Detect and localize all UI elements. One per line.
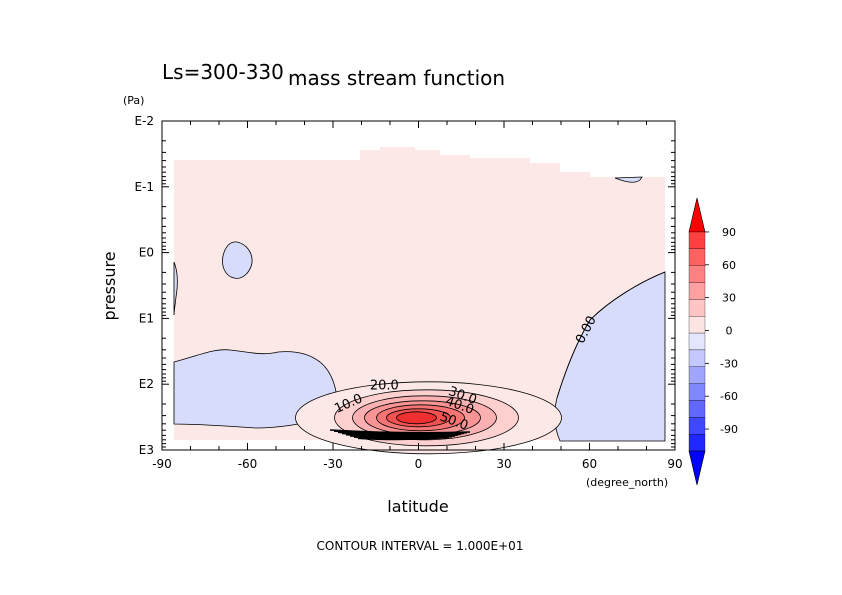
- colorbar-segment: [688, 265, 706, 283]
- x-axis: -90 -60 -30 0 30 60 90: [152, 121, 683, 471]
- x-tick-label: 90: [667, 457, 682, 471]
- y-tick-label: E-1: [134, 180, 154, 194]
- colorbar-tick-label: 0: [726, 325, 733, 338]
- colorbar-segment: [688, 299, 706, 317]
- surface-contour-line: [337, 431, 465, 436]
- surface-contour-line: [329, 429, 471, 434]
- chart-title: mass stream function: [288, 66, 505, 90]
- x-axis-label: latitude: [387, 497, 448, 516]
- zero-contour-line: [556, 271, 666, 399]
- colorbar-tick-label: 30: [722, 292, 736, 305]
- colorbar-segment: [688, 316, 706, 334]
- plot-contours: [295, 271, 666, 455]
- x-tick-label: -90: [152, 457, 172, 471]
- surface-contour-line: [341, 432, 462, 437]
- chart-subtitle: Ls=300-330: [162, 60, 284, 84]
- colorbar-tick-label: -30: [720, 357, 738, 370]
- x-tick-label: 30: [496, 457, 511, 471]
- y-axis: E-2 E-1 E0 E1 E2 E3: [134, 114, 675, 457]
- x-unit-label: (degree_north): [586, 476, 668, 489]
- y-tick-label: E-2: [134, 114, 154, 128]
- colorbar-segment: [688, 417, 706, 435]
- negative-cell-fill: [222, 241, 253, 279]
- colorbar-tick-label: -60: [720, 390, 738, 403]
- colorbar-tick-label: 60: [722, 259, 736, 272]
- y-axis-label: pressure: [100, 251, 119, 320]
- contour-ring: [396, 411, 437, 425]
- negative-region-fill: [173, 349, 338, 429]
- contour-label: 20.0: [370, 378, 399, 393]
- negative-region-fill: [173, 261, 178, 316]
- surface-contour-line: [349, 435, 456, 439]
- colorbar-segment: [688, 282, 706, 300]
- y-tick-label: E2: [139, 377, 154, 391]
- colorbar-segment: [688, 400, 706, 418]
- y-tick-label: E1: [139, 311, 154, 325]
- negative-region-fill: [614, 176, 643, 183]
- colorbar-top-extension: [688, 197, 706, 233]
- x-tick-label: 0: [415, 457, 423, 471]
- x-tick-label: 60: [582, 457, 597, 471]
- x-tick-label: -60: [238, 457, 258, 471]
- y-tick-label: E3: [139, 443, 154, 457]
- contour-interval-note: CONTOUR INTERVAL = 1.000E+01: [317, 539, 524, 553]
- plot-fills: [173, 147, 666, 442]
- colorbar-segment: [688, 434, 706, 452]
- colorbar: 90 60 30 0 -30 -60 -90: [688, 197, 738, 486]
- colorbar-segment: [688, 332, 706, 351]
- colorbar-tick-label: 90: [722, 226, 736, 239]
- colorbar-segment: [688, 349, 706, 367]
- y-tick-label: E0: [139, 246, 154, 260]
- colorbar-bottom-extension: [688, 450, 706, 486]
- x-tick-label: -30: [323, 457, 343, 471]
- colorbar-segment: [688, 383, 706, 401]
- surface-contour-line: [333, 430, 468, 435]
- surface-contour-line: [357, 436, 450, 441]
- colorbar-tick-label: -90: [720, 423, 738, 436]
- colorbar-segment: [688, 366, 706, 384]
- y-unit-label: (Pa): [123, 94, 144, 107]
- colorbar-segment: [688, 248, 706, 266]
- surface-contour-line: [345, 434, 459, 438]
- colorbar-segment: [688, 231, 706, 249]
